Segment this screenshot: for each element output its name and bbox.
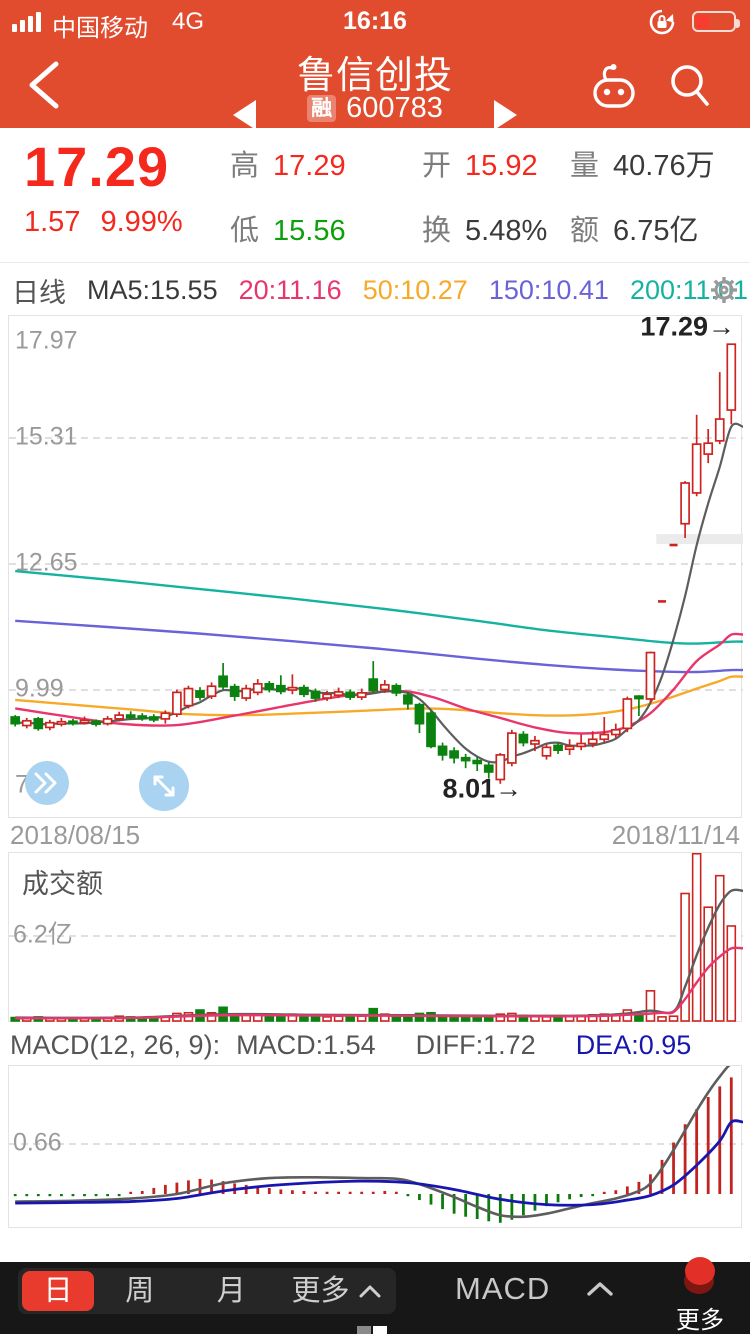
ai-assistant-button[interactable] [586,58,642,114]
indicator-selector[interactable]: MACD [455,1271,551,1306]
quote-volume: 量 40.76万 [570,150,715,182]
bottom-toolbar: 日 周 月 更多 MACD 更多 [0,1257,750,1334]
divider [0,262,750,263]
price-change-row: 1.57 9.99% [24,206,183,239]
ma50-legend: 50:10.27 [362,274,468,305]
svg-text:0.66: 0.66 [13,1129,62,1157]
status-bar: 中国移动 4G 16:16 [0,0,750,42]
margin-trading-badge: 融 [307,95,337,122]
period-label[interactable]: 日线 [12,277,66,308]
quote-high: 高 17.29 [230,150,346,182]
ma150-legend: 150:10.41 [488,274,609,305]
macd-legend-row: MACD(12, 26, 9): MACD:1.54 DIFF:1.72 DEA… [10,1030,750,1061]
macd-chart[interactable]: 0.66 [8,1065,743,1228]
macd-params: MACD(12, 26, 9): [10,1030,221,1060]
signal-strength-icon [12,12,48,32]
date-range-row: 2018/08/15 2018/11/14 [0,820,750,850]
network-type-label: 4G [172,8,205,35]
svg-text:17.29→: 17.29→ [640,316,735,342]
stock-title: 鲁信创投 [296,55,453,97]
chevron-up-icon [359,1285,381,1298]
tab-monthly[interactable]: 月 [216,1275,246,1307]
volume-panel-title: 成交额 [22,869,103,899]
macd-value: MACD:1.54 [236,1030,376,1060]
next-stock-button[interactable] [494,100,517,130]
home-indicator [357,1326,387,1334]
svg-text:17.97: 17.97 [15,327,78,355]
status-time: 16:16 [343,7,407,35]
quote-amount: 额 6.75亿 [570,215,699,247]
price-change-percent: 9.99% [100,206,183,238]
tab-more-periods[interactable]: 更多 [277,1268,396,1314]
quote-panel: 17.29 1.57 9.99% 高 17.29 开 15.92 量 40.76万 低… [0,128,750,262]
price-change: 1.57 [24,206,81,238]
stock-code: 600783 [346,92,443,124]
svg-text:15.31: 15.31 [15,423,78,451]
ma5-legend: MA5:15.55 [87,274,218,305]
notification-dot-icon [684,1257,716,1295]
back-button[interactable] [18,52,72,118]
diff-value: DIFF:1.72 [415,1030,536,1060]
indicator-chevron-up-icon[interactable] [585,1280,615,1303]
turnover-volume-chart[interactable]: 6.2亿 [8,852,743,1022]
dea-value: DEA:0.95 [575,1030,692,1060]
ma20-legend: 20:11.16 [238,274,342,305]
quote-open: 开 15.92 [422,150,538,182]
nav-bar: 鲁信创投 融 600783 [0,42,750,130]
svg-text:9.99: 9.99 [15,675,64,703]
ma-legend-bar: 日线 MA5:15.55 20:11.16 50:10.27 150:10.41… [0,266,750,314]
prev-stock-button[interactable] [233,100,256,130]
current-price: 17.29 [24,135,170,198]
rotation-lock-icon [646,8,678,43]
chart-settings-gear-icon[interactable] [706,272,742,308]
app-header: 中国移动 4G 16:16 鲁信创投 融 600783 [0,0,750,130]
svg-text:6.2亿: 6.2亿 [13,921,73,949]
tab-weekly[interactable]: 周 [125,1275,155,1307]
carrier-label: 中国移动 [52,15,148,42]
expand-chart-button[interactable] [139,761,189,811]
fast-forward-button[interactable] [25,761,69,805]
battery-icon [692,11,740,32]
svg-text:8.01→: 8.01→ [443,774,523,804]
search-icon[interactable] [662,58,718,114]
quote-low: 低 15.56 [230,215,346,247]
svg-text:12.65: 12.65 [15,549,78,577]
date-start: 2018/08/15 [10,820,141,850]
stock-code-row: 融 600783 [0,92,750,125]
period-tab-group: 日 周 月 更多 [18,1268,396,1314]
tab-daily[interactable]: 日 [22,1271,94,1311]
quote-turnover-rate: 换 5.48% [422,215,548,247]
date-end: 2018/11/14 [611,820,740,850]
